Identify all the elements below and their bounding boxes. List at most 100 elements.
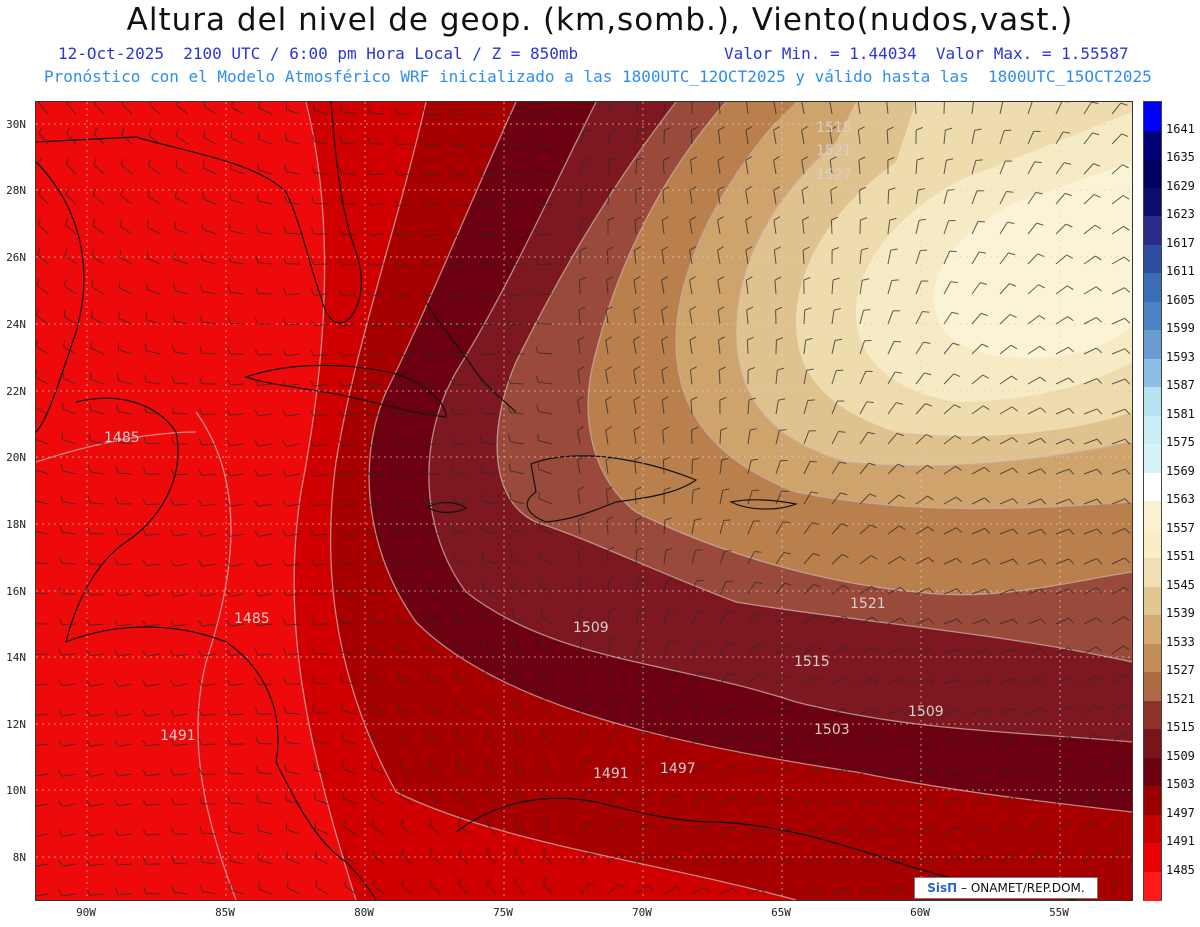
wind-barb <box>36 893 49 897</box>
wind-barb <box>914 102 917 115</box>
wind-barb <box>340 674 357 685</box>
wind-barb <box>690 126 698 145</box>
wind-barb <box>887 525 906 535</box>
wind-barb <box>310 288 329 296</box>
wind-barb <box>999 795 1018 805</box>
legend-swatch <box>1144 700 1161 730</box>
wind-barb <box>661 336 668 355</box>
wind-barb <box>999 528 1019 535</box>
wind-barb <box>971 102 974 115</box>
wind-barb <box>311 165 329 175</box>
wind-barb <box>915 495 934 505</box>
wind-barb <box>1027 823 1045 835</box>
wind-barb <box>1111 557 1131 565</box>
legend-label: 1557 <box>1166 520 1195 535</box>
wind-barb <box>170 437 189 445</box>
wind-barb <box>282 647 301 655</box>
wind-barb <box>663 855 682 865</box>
wind-barb <box>93 127 105 145</box>
wind-barb <box>229 883 245 895</box>
wind-barb <box>174 252 189 265</box>
wind-barb <box>999 648 1019 655</box>
wind-barb <box>427 729 441 745</box>
wind-barb <box>228 854 245 865</box>
legend-label: 1611 <box>1166 264 1195 278</box>
wind-barb <box>859 555 878 565</box>
wind-barb <box>60 494 77 505</box>
wind-barb <box>450 139 469 147</box>
contour-label: 1497 <box>660 761 696 777</box>
wind-barb <box>579 760 593 775</box>
wind-barb <box>314 821 329 835</box>
wind-barb <box>66 102 77 115</box>
wind-barb <box>607 822 624 835</box>
wind-barb <box>859 708 879 715</box>
wind-barb <box>1027 765 1046 775</box>
wind-barb <box>286 880 301 895</box>
wind-barb <box>1027 345 1046 355</box>
wind-barb <box>971 497 991 505</box>
wind-barb <box>1111 527 1131 535</box>
wind-barb <box>339 135 357 145</box>
legend-label: 1593 <box>1166 349 1195 364</box>
wind-barb <box>283 735 301 745</box>
wind-barb <box>454 640 469 655</box>
wind-barb <box>202 160 217 175</box>
contour-label: 1485 <box>234 611 270 627</box>
wind-barb <box>579 791 594 805</box>
wind-barb <box>831 646 850 655</box>
wind-barb <box>118 311 133 325</box>
wind-barb <box>887 617 907 625</box>
wind-barb <box>577 396 584 415</box>
wind-barb <box>339 587 357 595</box>
wind-barb <box>773 246 781 265</box>
wind-barb <box>831 677 850 685</box>
wind-barb <box>999 283 1017 295</box>
wind-barb <box>114 558 133 566</box>
wind-barb <box>429 877 441 895</box>
wind-barb <box>859 370 873 385</box>
wind-barb <box>971 405 990 415</box>
wind-barb <box>537 433 553 445</box>
wind-barb <box>86 588 105 596</box>
legend-swatch <box>1144 672 1161 701</box>
wind-barb <box>943 767 963 775</box>
wind-barb <box>395 526 413 535</box>
wind-barb <box>691 671 707 685</box>
wind-barb <box>943 373 961 385</box>
wind-barb <box>114 887 133 895</box>
wind-barb <box>312 103 329 115</box>
wind-barb <box>61 432 77 445</box>
wind-barb <box>480 494 497 505</box>
wind-barb <box>1027 736 1046 745</box>
wind-barb <box>579 729 592 745</box>
wind-barb <box>398 701 413 715</box>
wind-barb <box>579 698 591 715</box>
wind-barb <box>311 196 329 205</box>
wind-barb <box>1055 346 1074 355</box>
wind-barb <box>340 703 357 715</box>
wind-barb <box>114 527 133 535</box>
wind-barb <box>577 336 585 355</box>
wind-barb <box>915 798 935 805</box>
wind-barb <box>999 375 1018 385</box>
wind-barb <box>142 650 161 657</box>
wind-barb <box>971 648 991 655</box>
wind-barb <box>199 855 217 865</box>
wind-barb <box>282 349 301 357</box>
wind-barb <box>999 588 1019 595</box>
wind-barb <box>64 279 77 295</box>
wind-barb <box>450 319 469 327</box>
wind-barb <box>831 277 840 295</box>
wind-barb <box>310 410 329 417</box>
wind-barb <box>478 109 497 117</box>
wind-barb <box>1055 407 1075 415</box>
wind-barb <box>170 559 189 567</box>
wind-barb <box>254 678 273 686</box>
wind-barb <box>633 246 641 265</box>
wind-barb <box>1055 438 1075 445</box>
wind-barb <box>256 794 273 805</box>
wind-barb <box>366 380 385 387</box>
wind-barb <box>36 653 49 655</box>
wind-barb <box>172 314 189 325</box>
